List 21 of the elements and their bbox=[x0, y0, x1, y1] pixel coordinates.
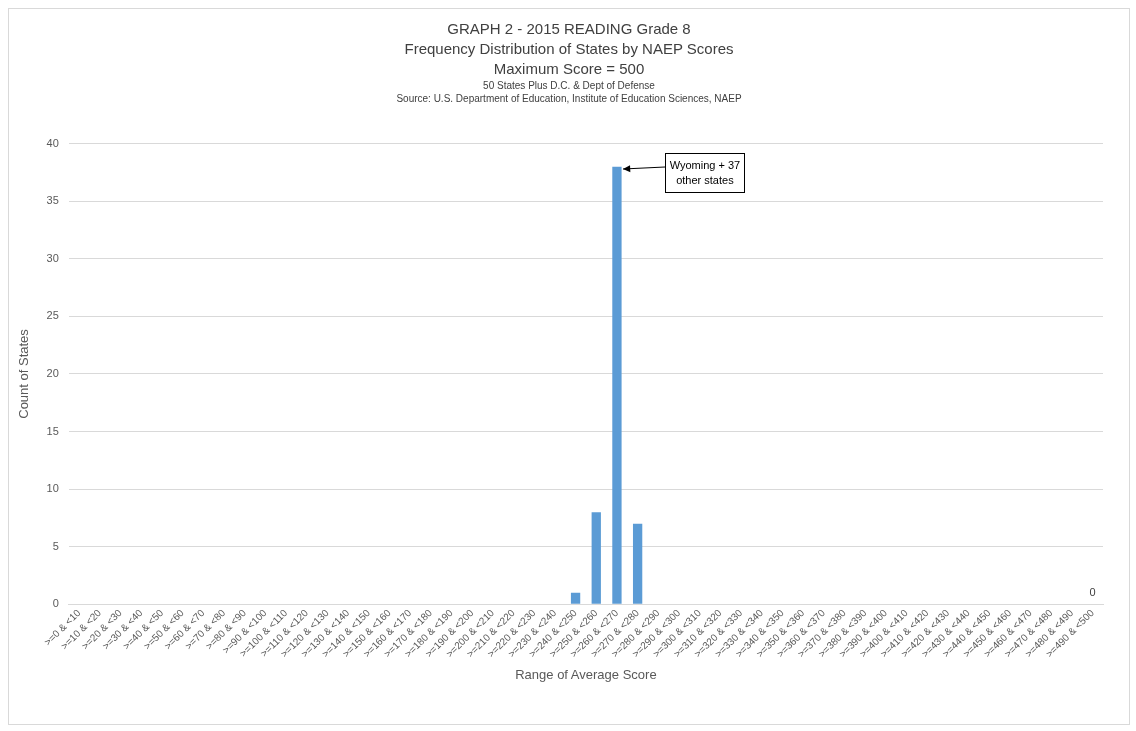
y-tick-label: 15 bbox=[46, 424, 59, 437]
y-tick-label: 10 bbox=[46, 482, 59, 495]
data-label: 0 bbox=[1089, 585, 1096, 598]
chart-subtitle: Frequency Distribution of States by NAEP Scores Maximum Score = 500 bbox=[403, 39, 735, 79]
chart-title: GRAPH 2 - 2015 READING Grade 8 bbox=[446, 19, 692, 39]
y-tick-label: 25 bbox=[46, 309, 59, 322]
bar bbox=[612, 166, 622, 604]
text: 50 States Plus D.C. & Dept of Defense bbox=[482, 79, 656, 92]
y-tick-label: 40 bbox=[46, 136, 59, 149]
y-tick-label: 35 bbox=[46, 194, 59, 207]
y-tick-label: 5 bbox=[52, 539, 59, 552]
y-tick-label: 30 bbox=[46, 251, 59, 264]
y-tick-label: 20 bbox=[46, 366, 59, 379]
source-note: Source: U.S. Department of Education, Institute of Education Sciences, NAEP bbox=[395, 92, 743, 105]
bar bbox=[632, 523, 643, 604]
y-axis-title: Count of States bbox=[16, 328, 32, 419]
y-tick-label: 0 bbox=[52, 597, 59, 610]
annotation: Wyoming + 37 other states bbox=[664, 152, 745, 193]
bar bbox=[570, 592, 581, 604]
x-axis-title: Range of Average Score bbox=[515, 666, 657, 682]
bar bbox=[591, 512, 601, 604]
